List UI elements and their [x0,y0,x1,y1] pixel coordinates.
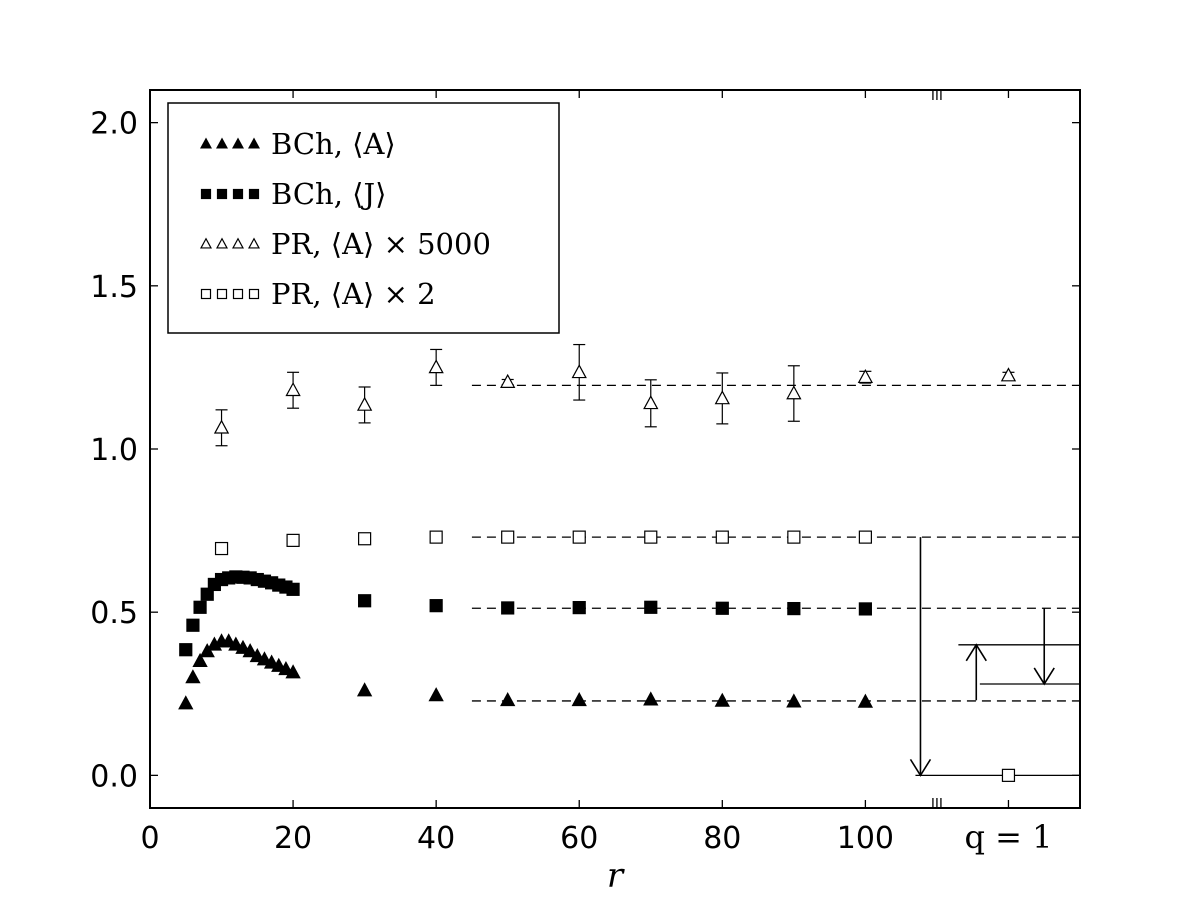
series-2-point [193,600,207,614]
series-3-point [786,385,802,400]
series-1-point [356,682,373,697]
arrows [909,537,1055,777]
series-2-point [644,600,658,614]
series-4-point [358,532,372,546]
legend-marker [232,137,244,149]
reference-lines [471,384,1080,702]
legend-marker [200,237,212,249]
series-4-point [1001,768,1016,782]
y-tick-label: 0.0 [90,759,138,794]
legend-marker [232,188,244,200]
series-2-point [179,643,193,657]
series-1-point [185,669,201,684]
x-axis-label: r [607,856,625,896]
series-1-point [571,692,587,707]
series-4-point [787,530,801,544]
series-2-point [501,601,515,615]
series-1-point [857,693,874,708]
legend-marker [216,237,228,249]
x-tick-label: 60 [560,821,598,856]
legend-marker [248,237,260,249]
series-3-point [1000,367,1017,382]
series-2-point [572,601,586,615]
series-2-point [358,594,372,608]
y-tick-label: 1.0 [90,433,138,468]
series-3-point [714,390,730,405]
legend-marker [232,237,244,249]
legend-marker [248,288,260,300]
series-4-point [858,530,872,544]
series-2-point [429,599,443,613]
x-tick-label: 40 [417,821,455,856]
y-tick-label: 2.0 [90,107,138,142]
series-2-point [787,601,801,616]
series-1-point [428,687,444,702]
series-4-point [286,533,300,547]
series-3-point [500,373,516,388]
y-tick-label: 1.5 [90,270,138,305]
x-tick-label: 0 [140,821,159,856]
series-1-point [500,692,516,707]
x-tick-label: 20 [274,821,312,856]
arrow-head [909,758,932,777]
series-3-point [356,396,373,411]
series-4-point [572,530,586,544]
series-1-point [242,643,258,658]
series-3-point [857,368,874,384]
series-1-point [786,693,802,708]
series-2-point [715,601,729,615]
legend-marker [216,137,228,149]
legend-marker [216,188,228,200]
legend-label: PR, ⟨A⟩ × 5000 [271,227,491,261]
series-1-point [714,692,730,707]
series-4-point [501,530,515,544]
x-tick-label: 80 [703,821,741,856]
series-1-point [285,664,301,679]
legend-label: BCh, ⟨A⟩ [271,127,396,161]
series-1-point [178,695,194,710]
series-2-point [286,582,300,596]
series-3-point [643,395,659,410]
legend-marker [200,288,212,300]
series-3-point [285,381,301,397]
legend-label: PR, ⟨A⟩ × 2 [271,277,436,311]
series-4-point [429,530,443,544]
legend-marker [232,288,244,300]
legend-marker [200,137,212,149]
series-2-point [858,602,872,616]
data-markers [178,359,1017,782]
series-1-point [643,691,659,706]
series-4-point [214,541,229,556]
series-4-point [715,530,729,544]
legend: BCh, ⟨A⟩ BCh, ⟨J⟩ PR, ⟨A⟩ × 5000 PR, ⟨A⟩ × … [167,102,560,334]
x-tick-label: 100 [837,821,894,856]
q-tick-label: q = 1 [964,818,1052,856]
axis-ticks: 0 20 40 60 80 100 q = 1 0.0 0.5 1.0 1.5 2.0 [90,90,1080,856]
series-1-point [192,652,208,667]
series-3-point [213,419,230,434]
legend-marker [216,288,228,300]
y-tick-label: 0.5 [90,596,138,631]
series-2-point [200,587,214,601]
series-4-point [644,530,658,544]
series-2-point [186,618,200,632]
series-3-point [428,359,444,374]
arrow-head [965,643,987,662]
legend-marker [200,188,212,200]
arrow-head [1033,667,1055,686]
legend-label: BCh, ⟨J⟩ [271,177,386,211]
error-bars [215,343,1015,447]
legend-marker [248,137,260,149]
legend-marker [248,188,260,200]
series-3-point [571,364,587,379]
solid-lines [915,644,1080,777]
